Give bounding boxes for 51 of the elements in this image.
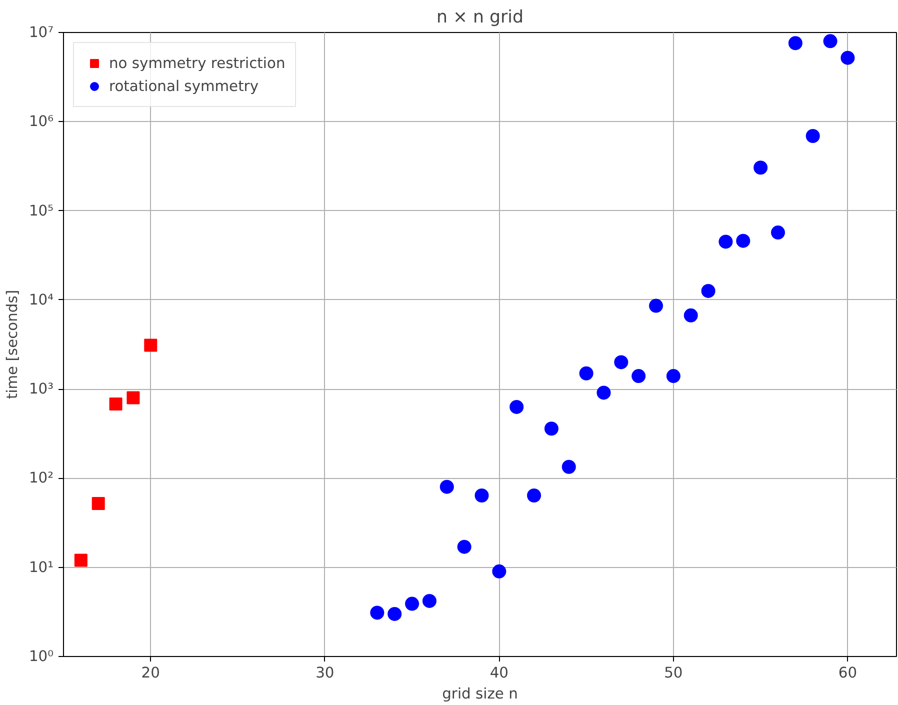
point — [126, 391, 140, 404]
point — [771, 226, 785, 240]
point — [579, 366, 594, 380]
point — [144, 338, 158, 352]
point — [788, 36, 802, 50]
point — [823, 34, 838, 48]
point — [440, 480, 454, 494]
point — [510, 400, 524, 414]
point — [666, 369, 680, 384]
y-tick-label: 10⁷ — [28, 24, 54, 41]
point — [806, 129, 820, 143]
point — [562, 460, 576, 474]
y-tick-label: 10⁵ — [28, 202, 54, 220]
legend-label: no symmetry restriction — [109, 54, 286, 72]
point — [109, 398, 122, 410]
point — [370, 606, 384, 620]
y-tick-label: 10² — [28, 470, 54, 487]
point — [649, 298, 664, 313]
x-tick-label: 50 — [664, 664, 683, 682]
point — [474, 488, 489, 502]
point — [422, 594, 436, 608]
point — [527, 488, 542, 502]
point — [596, 386, 611, 400]
y-axis-title: time [seconds] — [4, 290, 21, 400]
point — [718, 234, 733, 249]
point — [701, 284, 716, 298]
x-tick-label: 40 — [490, 664, 508, 682]
y-tick-label: 10⁶ — [28, 113, 54, 130]
point — [405, 596, 420, 611]
y-tick-label: 10⁴ — [28, 291, 54, 308]
point — [92, 497, 105, 510]
point — [684, 308, 698, 322]
x-tick-label: 20 — [141, 664, 160, 682]
x-axis-title: grid size n — [442, 686, 518, 702]
point — [74, 554, 88, 567]
x-tick-label: 30 — [316, 664, 334, 682]
point — [754, 160, 768, 175]
point — [388, 606, 402, 621]
point — [457, 540, 472, 554]
point — [632, 369, 646, 384]
y-tick-label: 10¹ — [28, 558, 54, 576]
point — [614, 355, 628, 370]
point — [736, 234, 750, 248]
y-tick-label: 10⁰ — [28, 648, 54, 665]
y-tick-label: 10³ — [28, 380, 54, 398]
legend-label: rotational symmetry — [109, 78, 259, 94]
point — [492, 564, 506, 578]
chart-title: n × n grid — [436, 8, 524, 28]
point — [840, 50, 855, 65]
point — [544, 422, 558, 436]
x-tick-label: 60 — [838, 664, 858, 682]
